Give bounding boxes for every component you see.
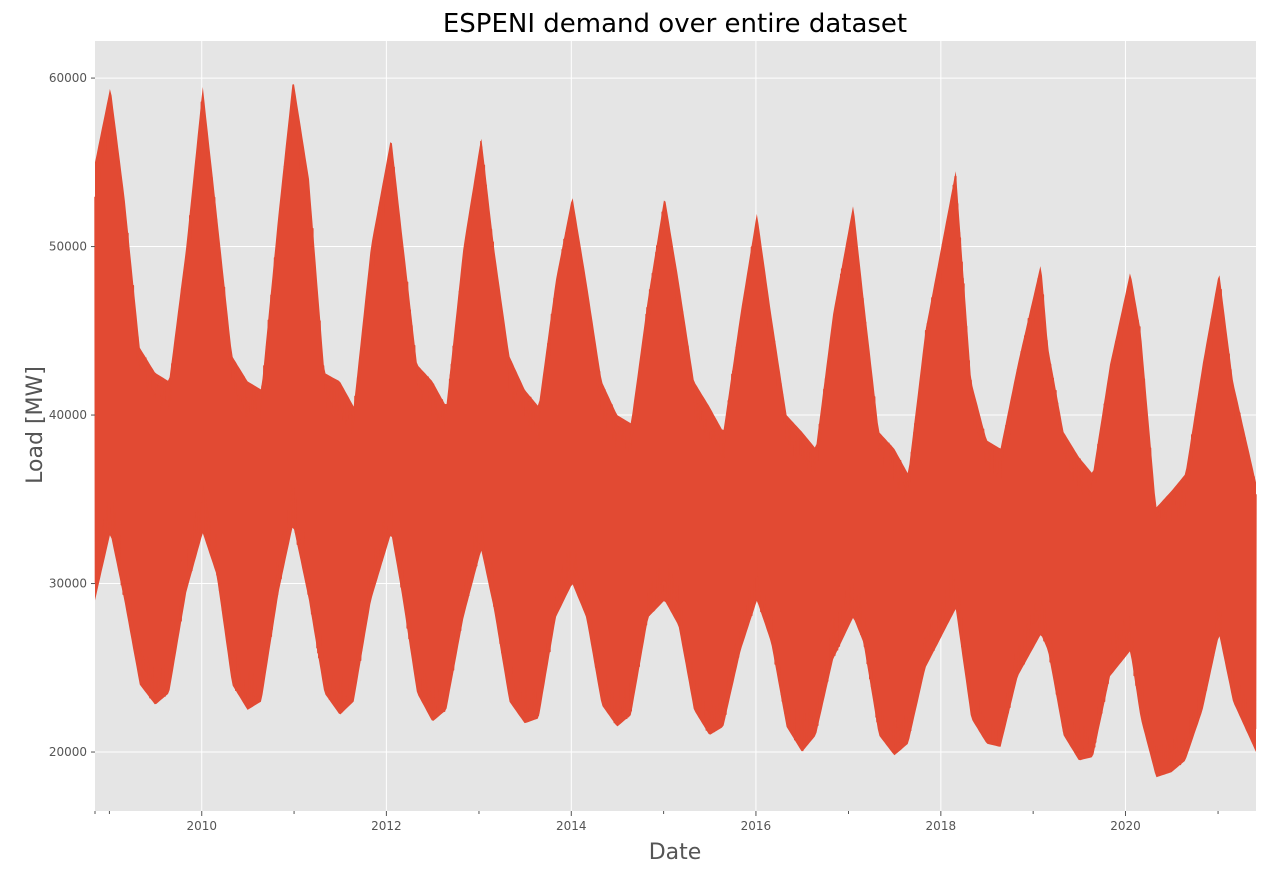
load-series-line [94,91,1257,770]
y-tick-label: 40000 [49,408,87,422]
x-tick-label: 2018 [926,819,957,833]
x-tick-label: 2012 [371,819,402,833]
y-axis-title: Load [MW] [23,366,48,484]
y-tick-label: 20000 [49,745,87,759]
x-axis-title: Date [649,840,702,865]
axis-layer: 20000 30000 40000 50000 60000 2010 2012 2014 201… [49,71,1219,833]
x-tick-label: 2016 [741,819,772,833]
y-tick-label: 30000 [49,577,87,591]
x-tick-label: 2010 [186,819,217,833]
chart-title: ESPENI demand over entire dataset [443,9,907,39]
x-tick-label: 2014 [556,819,587,833]
series-layer [94,84,1257,778]
x-tick-label: 2020 [1110,819,1141,833]
y-tick-label: 60000 [49,71,87,85]
y-tick-label: 50000 [49,240,87,254]
